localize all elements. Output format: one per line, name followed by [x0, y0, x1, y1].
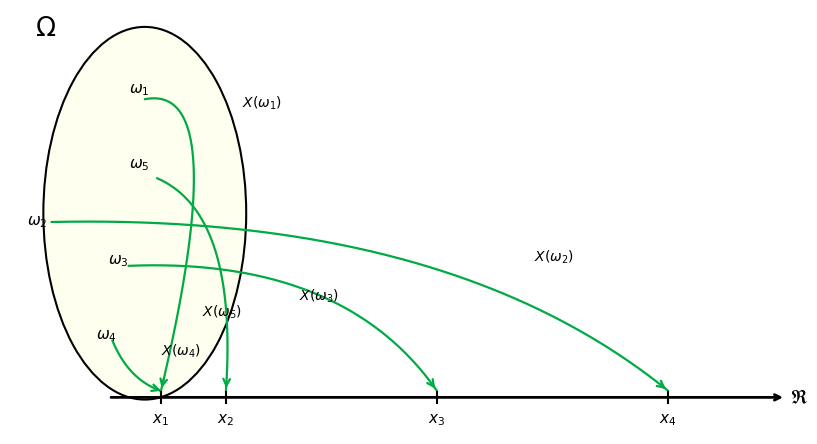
Text: $X(\omega_4)$: $X(\omega_4)$: [161, 343, 201, 360]
Text: $\Omega$: $\Omega$: [35, 16, 56, 42]
Ellipse shape: [43, 27, 246, 400]
Text: $\omega_3$: $\omega_3$: [109, 254, 129, 270]
Text: $X(\omega_5)$: $X(\omega_5)$: [202, 303, 242, 321]
Text: $x_2$: $x_2$: [217, 413, 234, 428]
Text: $X(\omega_1)$: $X(\omega_1)$: [242, 95, 282, 112]
Text: $X(\omega_3)$: $X(\omega_3)$: [299, 288, 339, 305]
Text: $\omega_1$: $\omega_1$: [128, 83, 149, 98]
Text: $\mathfrak{R}$: $\mathfrak{R}$: [790, 388, 808, 407]
Text: $\omega_2$: $\omega_2$: [27, 214, 47, 230]
Text: $\omega_5$: $\omega_5$: [128, 157, 149, 173]
Text: $x_3$: $x_3$: [428, 413, 445, 428]
Text: $X(\omega_2)$: $X(\omega_2)$: [534, 248, 574, 266]
Text: $x_4$: $x_4$: [659, 413, 677, 428]
Text: $x_1$: $x_1$: [153, 413, 170, 428]
Text: $\omega_4$: $\omega_4$: [96, 328, 117, 344]
